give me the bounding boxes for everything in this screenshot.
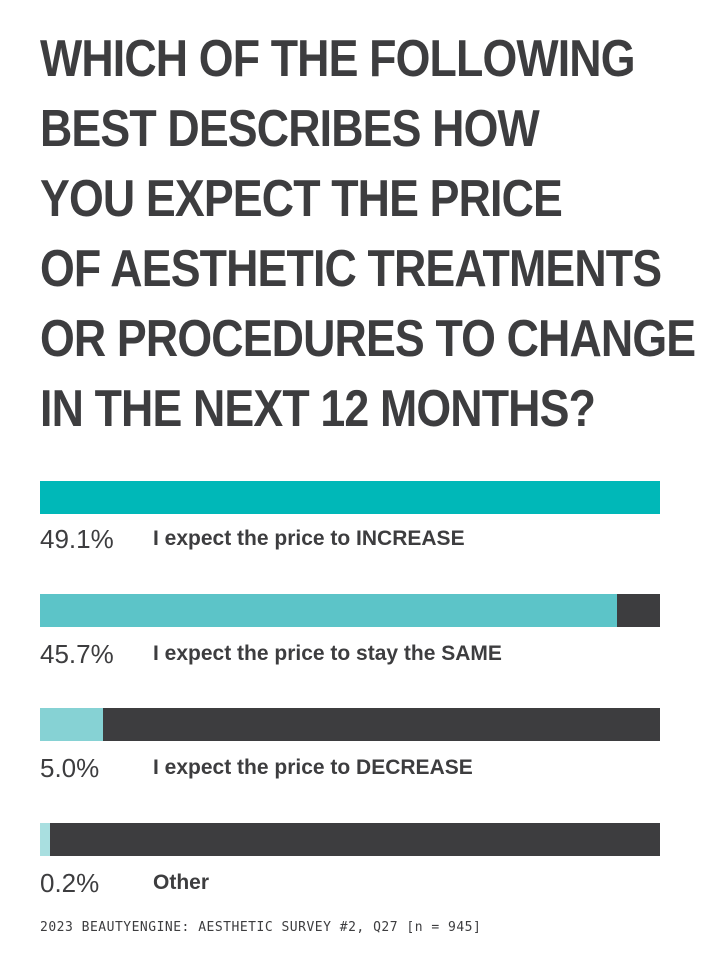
source-note: 2023 BEAUTYENGINE: AESTHETIC SURVEY #2, … <box>40 920 482 935</box>
category-label: Other <box>153 871 210 894</box>
title-line: BEST DESCRIBES HOW <box>40 100 540 158</box>
value-label: 0.2% <box>40 868 100 898</box>
chart-title: WHICH OF THE FOLLOWING BEST DESCRIBES HO… <box>40 24 696 444</box>
title-line: OR PROCEDURES TO CHANGE <box>40 310 696 368</box>
bar-track <box>40 481 660 514</box>
bar-track <box>40 823 660 856</box>
category-label: I expect the price to INCREASE <box>153 527 465 550</box>
bar-track <box>40 708 660 741</box>
title-line: WHICH OF THE FOLLOWING <box>40 30 636 88</box>
value-label: 49.1% <box>40 524 114 554</box>
bar-fill <box>40 823 50 856</box>
bar-track <box>40 594 660 627</box>
category-label: I expect the price to stay the SAME <box>153 642 502 665</box>
category-label: I expect the price to DECREASE <box>153 756 473 779</box>
value-label: 45.7% <box>40 639 114 669</box>
title-line: YOU EXPECT THE PRICE <box>40 170 563 228</box>
title-line: OF AESTHETIC TREATMENTS <box>40 240 662 298</box>
bar-fill <box>40 594 617 627</box>
bar-fill <box>40 481 660 514</box>
title-line: IN THE NEXT 12 MONTHS? <box>40 380 596 438</box>
bar-fill <box>40 708 103 741</box>
value-label: 5.0% <box>40 753 100 783</box>
